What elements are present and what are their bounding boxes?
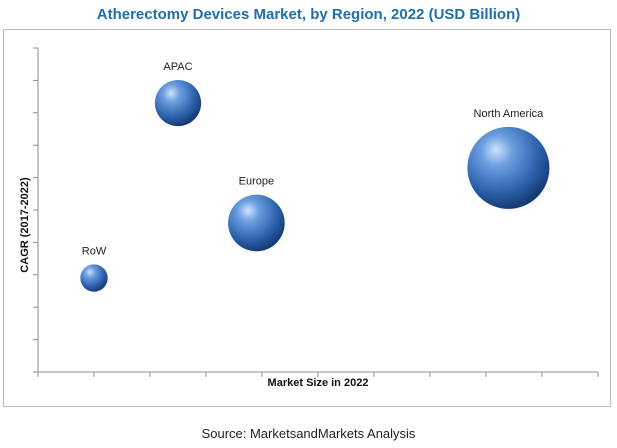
chart-frame <box>3 29 611 407</box>
bubble-north-america: North America <box>467 108 554 214</box>
bubble-apac: APAC <box>154 61 204 129</box>
bubble-label: RoW <box>82 245 107 257</box>
source-note: Source: MarketsandMarkets Analysis <box>201 426 416 441</box>
bubble-label: APAC <box>163 61 192 73</box>
bubble-europe: Europe <box>228 176 288 255</box>
bubble-mark <box>80 264 108 292</box>
bubble-mark <box>154 79 202 127</box>
bubble-row: RoW <box>80 245 110 294</box>
chart-title: Atherectomy Devices Market, by Region, 2… <box>96 6 521 23</box>
x-axis-title: Market Size in 2022 <box>268 377 369 389</box>
bubbles: APAC Europe North America RoW <box>80 61 554 294</box>
bubble-mark <box>228 194 285 252</box>
bubble-label: North America <box>474 108 545 120</box>
axes <box>33 47 599 377</box>
bubble-mark <box>467 126 550 209</box>
bubble-label: Europe <box>239 176 274 188</box>
y-axis-title: CAGR (2017-2022) <box>19 177 31 273</box>
